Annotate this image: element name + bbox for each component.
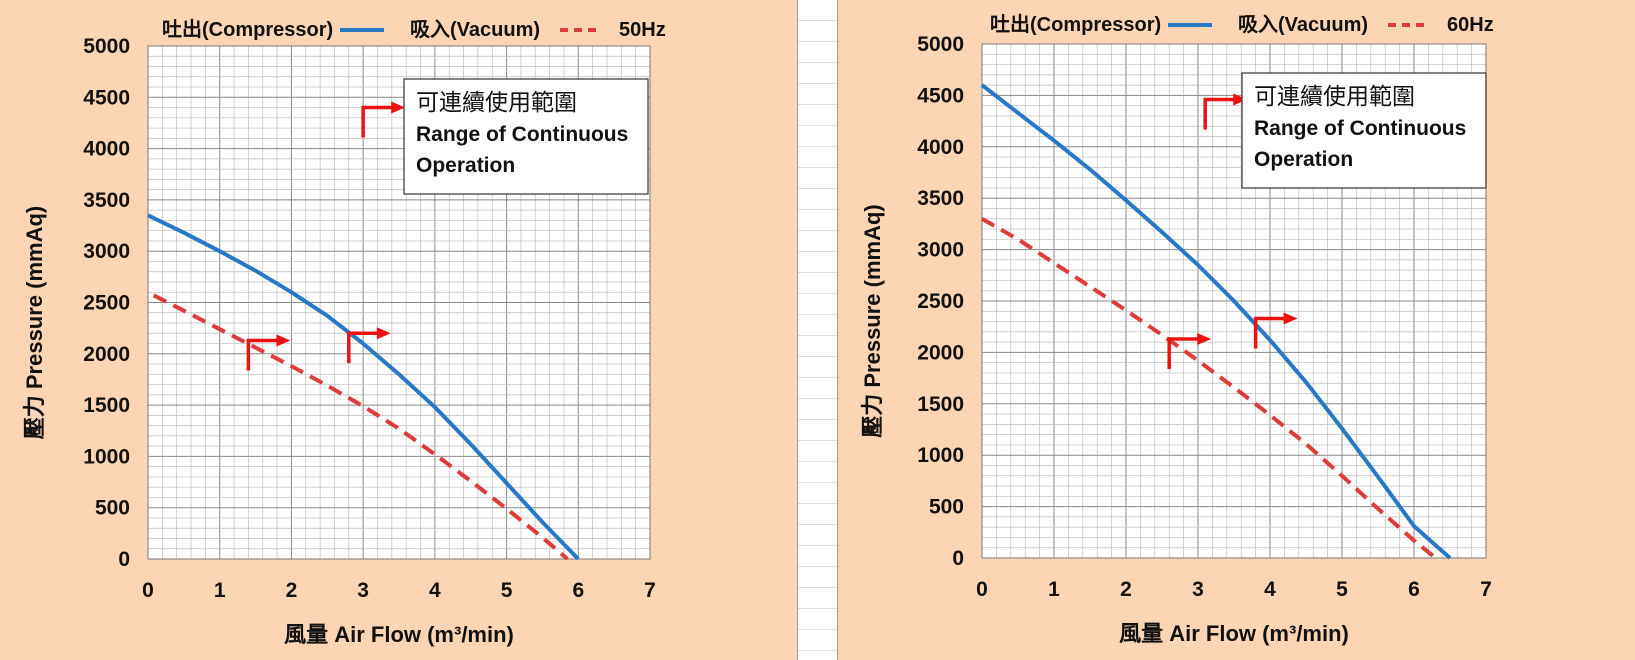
x-axis-label: 風量 Air Flow (m³/min) bbox=[1119, 621, 1349, 646]
legend-item-compressor: 吐出(Compressor) bbox=[162, 18, 384, 41]
y-tick-label: 4500 bbox=[917, 84, 964, 107]
legend-label-vacuum: 吸入(Vacuum) bbox=[410, 18, 540, 41]
grid bbox=[147, 45, 651, 560]
x-tick-label: 2 bbox=[1120, 578, 1132, 601]
x-tick-label: 7 bbox=[1480, 578, 1492, 601]
legend-label-vacuum: 吸入(Vacuum) bbox=[1238, 13, 1368, 36]
chart-panel-60hz: 0 1 2 3 4 5 6 7 0 500 1000 1500 2000 2500 3000 3500 4000… bbox=[838, 0, 1635, 660]
x-tick-label: 3 bbox=[1192, 578, 1204, 601]
y-tick-label: 1500 bbox=[83, 394, 130, 417]
chart-panel-50hz: 0 1 2 3 4 5 6 7 0 500 1000 1500 2000 2500 3000 3500 4000… bbox=[0, 0, 797, 660]
legend-item-vacuum: 吸入(Vacuum) bbox=[1238, 13, 1424, 36]
y-tick-label: 1000 bbox=[83, 445, 130, 468]
y-tick-label: 0 bbox=[118, 548, 130, 571]
x-tick-label: 1 bbox=[1048, 578, 1060, 601]
y-tick-label: 500 bbox=[95, 497, 130, 520]
y-tick-label: 1500 bbox=[917, 393, 964, 416]
legend: 吐出(Compressor) 吸入(Vacuum) 60Hz bbox=[990, 13, 1494, 36]
series-line-compressor bbox=[147, 213, 580, 561]
y-tick-label: 5000 bbox=[917, 33, 964, 56]
annotation-line-2: Range of Continuous bbox=[1254, 117, 1466, 140]
x-tick-label: 6 bbox=[1408, 578, 1420, 601]
annotation-line-1: 可連續使用範圍 bbox=[416, 89, 577, 115]
y-tick-label: 3500 bbox=[917, 187, 964, 210]
series-line-vacuum bbox=[981, 217, 1437, 560]
arrow-shaft bbox=[246, 338, 279, 371]
annotation-frame bbox=[1241, 72, 1487, 189]
arrow-head bbox=[1233, 93, 1248, 106]
x-tick-label: 0 bbox=[976, 578, 988, 601]
y-axis-label: 壓力 Pressure (mmAq) bbox=[22, 206, 47, 440]
x-tick-label: 3 bbox=[357, 579, 369, 602]
x-tick-label: 2 bbox=[286, 579, 298, 602]
annotation-line-3: Operation bbox=[1254, 148, 1353, 171]
y-tick-label: 4500 bbox=[83, 86, 130, 109]
y-tick-label: 3500 bbox=[83, 189, 130, 212]
range-marker-arrow bbox=[347, 327, 391, 364]
annotation-box: 可連續使用範圍 Range of Continuous Operation bbox=[403, 78, 649, 195]
y-tick-label: 2500 bbox=[83, 292, 130, 315]
range-marker-arrow bbox=[1203, 93, 1248, 130]
y-tick-label: 4000 bbox=[83, 138, 130, 161]
x-tick-label: 4 bbox=[429, 579, 441, 602]
arrow-head bbox=[391, 101, 406, 114]
annotation-box: 可連續使用範圍 Range of Continuous Operation bbox=[1241, 72, 1487, 189]
annotation-line-3: Operation bbox=[416, 154, 515, 177]
x-axis-label: 風量 Air Flow (m³/min) bbox=[284, 622, 514, 647]
annotation-frame bbox=[403, 78, 649, 195]
legend-label-compressor: 吐出(Compressor) bbox=[990, 13, 1161, 36]
frequency-label: 60Hz bbox=[1447, 14, 1494, 36]
x-tick-label: 4 bbox=[1264, 578, 1276, 601]
y-tick-label: 0 bbox=[952, 547, 964, 570]
arrow-shaft bbox=[1203, 97, 1236, 130]
x-tick-label: 0 bbox=[142, 579, 154, 602]
legend-item-compressor: 吐出(Compressor) bbox=[990, 13, 1212, 36]
annotation-line-2: Range of Continuous bbox=[416, 123, 628, 146]
arrow-shaft bbox=[1253, 316, 1286, 349]
y-tick-label: 2000 bbox=[917, 341, 964, 364]
arrow-shaft bbox=[1167, 337, 1200, 370]
x-tick-label: 1 bbox=[214, 579, 226, 602]
y-tick-label: 1000 bbox=[917, 444, 964, 467]
x-tick-label: 5 bbox=[501, 579, 513, 602]
annotation-line-1: 可連續使用範圍 bbox=[1254, 83, 1415, 109]
arrow-head bbox=[1283, 312, 1298, 325]
range-marker-arrow bbox=[1253, 312, 1298, 349]
range-marker-arrow bbox=[1167, 333, 1212, 370]
x-tick-label: 7 bbox=[644, 579, 656, 602]
y-tick-label: 2500 bbox=[917, 290, 964, 313]
pressure-airflow-chart-50hz: 0 1 2 3 4 5 6 7 0 500 1000 1500 2000 2500 3000 3500 4000… bbox=[0, 0, 797, 660]
series-line-vacuum bbox=[152, 293, 569, 561]
y-tick-label: 4000 bbox=[917, 136, 964, 159]
legend-label-compressor: 吐出(Compressor) bbox=[162, 18, 333, 41]
arrow-shaft bbox=[361, 105, 394, 138]
plot-border bbox=[981, 43, 1487, 559]
frequency-label: 50Hz bbox=[619, 19, 666, 41]
arrow-head bbox=[376, 327, 391, 340]
legend: 吐出(Compressor) 吸入(Vacuum) 50Hz bbox=[162, 18, 666, 41]
y-tick-label: 5000 bbox=[83, 35, 130, 58]
pressure-airflow-chart-60hz: 0 1 2 3 4 5 6 7 0 500 1000 1500 2000 2500 3000 3500 4000… bbox=[838, 0, 1635, 660]
plot-border bbox=[147, 45, 651, 560]
x-tick-label: 6 bbox=[572, 579, 584, 602]
range-marker-arrow bbox=[246, 334, 291, 371]
arrow-head bbox=[1197, 333, 1212, 346]
y-tick-label: 3000 bbox=[83, 240, 130, 263]
y-tick-label: 3000 bbox=[917, 239, 964, 262]
arrow-head bbox=[276, 334, 291, 347]
series-line-compressor bbox=[980, 83, 1452, 560]
legend-item-vacuum: 吸入(Vacuum) bbox=[410, 18, 596, 41]
x-tick-label: 5 bbox=[1336, 578, 1348, 601]
y-tick-label: 500 bbox=[929, 496, 964, 519]
arrow-shaft bbox=[347, 331, 379, 364]
range-marker-arrow bbox=[361, 101, 406, 138]
spreadsheet-gap bbox=[797, 0, 838, 660]
y-axis-label: 壓力 Pressure (mmAq) bbox=[860, 204, 885, 438]
y-tick-label: 2000 bbox=[83, 343, 130, 366]
